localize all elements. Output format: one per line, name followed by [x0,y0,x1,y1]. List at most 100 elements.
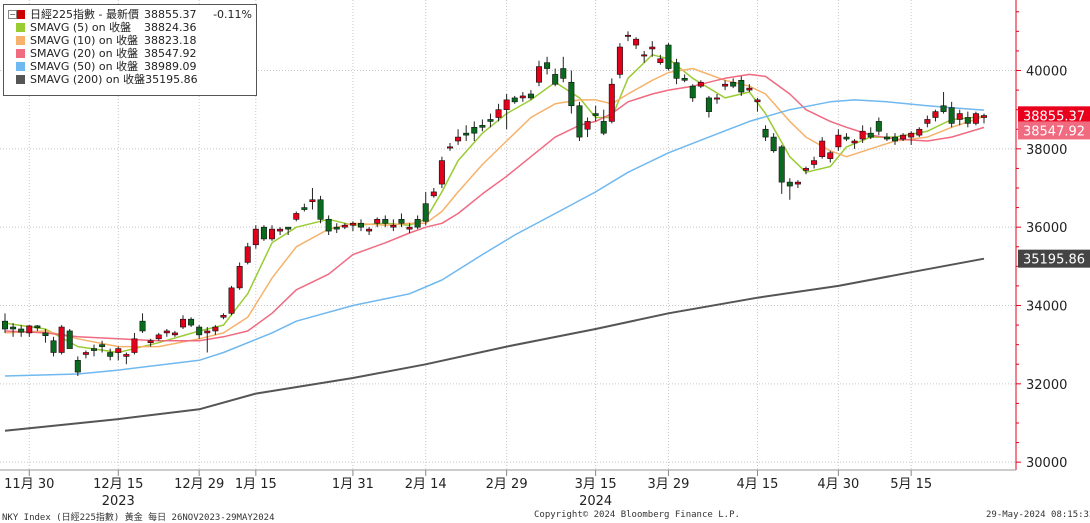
value-label-text: 38547.92 [1023,124,1085,139]
y-tick-label: 30000 [1026,456,1067,471]
candle-body [713,97,720,100]
candle-body [875,121,882,132]
candle-body [972,113,979,124]
legend-series-name: SMAVG (10) on 收盤 [30,34,139,47]
candle-body [778,146,785,183]
series-line [4,54,985,354]
candle-body [689,85,696,99]
candle-body [794,181,801,185]
legend-series-value: 35195.86 [145,73,198,86]
legend-series-name: 日經225指數 - 最新價 [30,8,139,21]
legend-series-value: 38823.18 [144,34,197,47]
legend-series-name: SMAVG (50) on 收盤 [30,60,139,73]
candle-body [608,83,615,122]
candle-body [722,83,729,87]
y-tick-label: 40000 [1026,65,1067,80]
candle-body [948,107,955,124]
candle-body [155,334,162,340]
value-label-box [1018,121,1090,140]
x-year-label: 2023 [102,494,135,509]
y-tick-label: 38000 [1026,143,1067,158]
candle-body [26,325,33,334]
candle-body [325,219,332,232]
chart-legend: − 日經225指數 - 最新價 38855.37 -0.11% SMAVG (5) o… [3,4,257,96]
legend-swatch [16,23,25,32]
legend-row[interactable]: SMAVG (50) on 收盤 38989.09 [8,60,252,73]
candle-body [220,314,227,318]
x-year-label: 2024 [579,494,612,509]
x-tick-label: 4月 30 [817,477,859,492]
candle-body [366,228,373,232]
candle-body [665,44,672,69]
candle-body [932,111,939,118]
candle-body [835,134,842,148]
legend-series-value: 38855.37 [144,8,197,21]
legend-collapse-icon[interactable]: − [8,10,17,19]
series-line [4,257,985,432]
legend-swatch [16,75,25,84]
candle-body [900,134,907,140]
candle-body [34,325,41,329]
candle-body [446,146,453,149]
candle-body [641,54,648,57]
legend-row[interactable]: SMAVG (5) on 收盤 38824.36 [8,21,252,34]
candle-body [390,224,397,228]
x-tick-label: 1月 15 [235,477,277,492]
candle-body [980,115,987,118]
candle-body [964,117,971,124]
candle-body [147,340,154,344]
candle-body [511,97,518,103]
candle-body [576,105,583,138]
candle-body [592,113,599,116]
candle-body [730,81,737,87]
candle-body [107,352,114,357]
candle-body [697,81,704,87]
legend-row[interactable]: 日經225指數 - 最新價 38855.37 -0.11% [8,8,252,21]
candle-body [908,132,915,138]
candle-body [535,66,542,83]
candle-body [770,136,777,152]
candle-body [1,320,9,330]
x-tick-label: 3月 29 [647,477,689,492]
candle-body [827,152,834,159]
candle-body [74,360,81,373]
candle-body [633,38,640,46]
candle-body [463,132,470,136]
candle-body [82,352,89,355]
legend-row[interactable]: SMAVG (20) on 收盤 38547.92 [8,47,252,60]
legend-row[interactable]: SMAVG (10) on 收盤 38823.18 [8,34,252,47]
candle-body [317,199,324,220]
legend-series-value: 38547.92 [144,47,197,60]
candle-body [301,207,308,210]
candle-body [196,326,203,336]
candle-body [42,332,49,336]
legend-row[interactable]: SMAVG (200) on 收盤 35195.86 [8,73,252,86]
candle-body [624,34,631,37]
candle-body [819,140,826,157]
candle-body [552,74,559,85]
candle-body [891,136,898,142]
candle-body [754,99,761,103]
candle-body [681,78,688,81]
candle-body [10,326,17,330]
legend-series-value: 38824.36 [144,21,197,34]
candle-body [204,330,211,334]
candle-body [657,58,664,63]
value-label-box [1018,106,1090,125]
candle-body [616,46,623,75]
y-tick-label: 34000 [1026,300,1067,315]
x-tick-label: 12月 29 [174,477,224,492]
candle-body [738,79,745,93]
legend-rows: 日經225指數 - 最新價 38855.37 -0.11% SMAVG (5) on … [8,8,252,86]
candle-body [471,126,478,134]
candle-body [519,95,526,99]
candle-body [341,224,348,228]
legend-series-change: -0.11% [213,8,252,21]
legend-swatch [16,36,25,45]
candle-body [568,81,575,107]
candle-body [277,228,284,232]
candle-body [786,181,793,187]
candle-body [357,222,364,228]
grid-lines [0,0,1016,470]
